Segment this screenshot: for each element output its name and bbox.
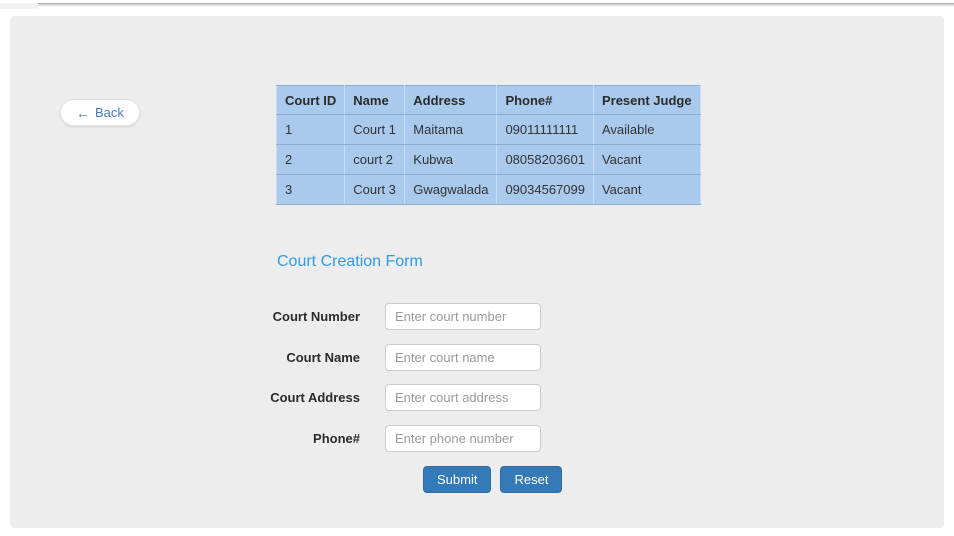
form-row-court-number: Court Number	[10, 303, 541, 330]
cell-phone: 08058203601	[496, 144, 594, 175]
phone-label: Phone#	[313, 431, 360, 446]
form-title: Court Creation Form	[277, 253, 423, 270]
submit-button[interactable]: Submit	[423, 466, 492, 493]
table-header-row: Court ID Name Address Phone# Present Jud…	[275, 85, 701, 115]
back-arrow-icon: ←	[76, 104, 90, 121]
table-row: 3 Court 3 Gwagwalada 09034567099 Vacant	[275, 174, 701, 205]
court-address-label: Court Address	[270, 390, 360, 405]
cell-address: Gwagwalada	[404, 174, 498, 205]
header-name: Name	[344, 85, 406, 115]
form-row-phone: Phone#	[10, 425, 541, 452]
browser-chrome-divider	[38, 3, 954, 6]
header-court-id: Court ID	[275, 85, 346, 115]
header-present-judge: Present Judge	[592, 85, 701, 115]
cell-phone: 09011111111	[496, 114, 594, 145]
court-address-input[interactable]	[385, 384, 541, 411]
cell-judge: Vacant	[592, 144, 701, 175]
form-row-court-address: Court Address	[10, 384, 541, 411]
table-row: 2 court 2 Kubwa 08058203601 Vacant	[275, 144, 701, 175]
cell-court-id: 1	[275, 114, 346, 145]
court-name-input[interactable]	[385, 344, 541, 371]
cell-court-id: 3	[275, 174, 346, 205]
back-button-label: Back	[95, 105, 124, 120]
back-button[interactable]: ← Back	[60, 99, 140, 126]
court-number-label: Court Number	[272, 309, 360, 324]
reset-button[interactable]: Reset	[500, 466, 563, 493]
main-panel: ← Back Court ID Name Address Phone# Pres…	[10, 16, 944, 528]
form-button-row: Submit Reset	[423, 466, 563, 493]
court-number-input[interactable]	[385, 303, 541, 330]
table-row: 1 Court 1 Maitama 09011111111 Available	[275, 114, 701, 145]
cell-name: Court 1	[344, 114, 406, 145]
cell-name: court 2	[344, 144, 406, 175]
header-address: Address	[404, 85, 498, 115]
cell-name: Court 3	[344, 174, 406, 205]
courts-table: Court ID Name Address Phone# Present Jud…	[275, 85, 701, 205]
form-row-court-name: Court Name	[10, 344, 541, 371]
cell-phone: 09034567099	[496, 174, 594, 205]
cell-address: Maitama	[404, 114, 498, 145]
cell-address: Kubwa	[404, 144, 498, 175]
browser-tab-fragment	[0, 3, 38, 9]
court-name-label: Court Name	[286, 350, 360, 365]
cell-judge: Vacant	[592, 174, 701, 205]
header-phone: Phone#	[496, 85, 594, 115]
cell-judge: Available	[592, 114, 701, 145]
cell-court-id: 2	[275, 144, 346, 175]
phone-input[interactable]	[385, 425, 541, 452]
browser-chrome-remnant	[0, 0, 954, 16]
